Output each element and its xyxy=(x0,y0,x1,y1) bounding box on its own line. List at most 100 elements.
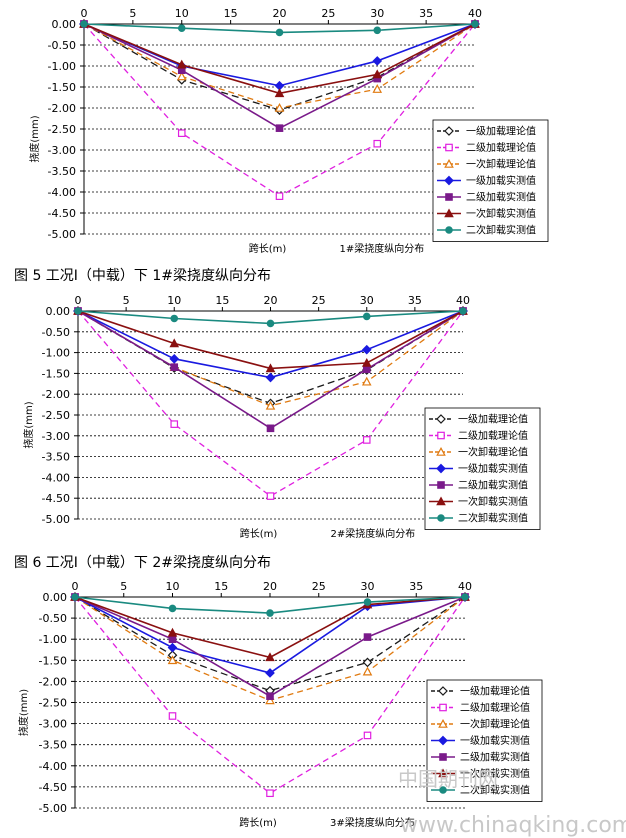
x-axis-label: 跨长(m) xyxy=(240,528,278,540)
legend-entry: 一级加载实测值 xyxy=(466,174,536,187)
legend-entry: 二级加载理论值 xyxy=(466,141,536,154)
data-point xyxy=(274,102,285,112)
legend-entry: 一次卸载理论值 xyxy=(460,718,530,731)
data-point xyxy=(74,307,82,315)
legend-entry: 一次卸载实测值 xyxy=(458,495,528,508)
y-tick-label: -3.50 xyxy=(48,165,76,178)
y-tick-label: -4.50 xyxy=(42,492,70,505)
y-tick-label: -4.00 xyxy=(39,760,67,773)
legend: 一级加载理论值二级加载理论值一次卸载理论值一级加载实测值二级加载实测值一次卸载实… xyxy=(432,119,549,242)
x-tick-label: 5 xyxy=(129,7,136,20)
data-point xyxy=(170,363,179,371)
data-point xyxy=(265,695,275,705)
data-point xyxy=(80,20,88,28)
y-tick-label: -1.00 xyxy=(48,60,76,73)
y-tick-label: -3.50 xyxy=(42,451,70,464)
x-axis-label: 跨长(m) xyxy=(249,243,287,255)
legend-marker xyxy=(438,686,448,696)
x-tick-label: 20 xyxy=(264,294,278,307)
legend-entry: 一级加载理论值 xyxy=(466,125,536,138)
series-line xyxy=(74,596,466,795)
legend-entry: 一级加载实测值 xyxy=(460,734,530,747)
data-point xyxy=(167,627,178,637)
legend-marker xyxy=(439,786,447,794)
x-tick-label: 35 xyxy=(408,294,422,307)
y-tick-label: -2.50 xyxy=(39,697,67,710)
legend-marker xyxy=(437,514,445,522)
legend-marker xyxy=(445,143,453,152)
x-axis-label: 跨长(m) xyxy=(239,817,277,829)
y-tick-label: -2.00 xyxy=(42,388,70,401)
legend-entry: 一次卸载实测值 xyxy=(466,207,536,220)
charts-layer: 0.00 -0.50 -1.00 -1.50 -2.00 -2.50 -3.00 -3.50 -… xyxy=(17,7,549,829)
data-point xyxy=(168,635,177,644)
y-tick-label: -4.00 xyxy=(48,186,76,199)
data-point xyxy=(167,642,178,653)
y-tick-label: 0.00 xyxy=(46,305,71,318)
y-tick-label: -5.00 xyxy=(42,513,70,526)
x-tick-label: 25 xyxy=(312,294,326,307)
data-point xyxy=(176,59,187,69)
data-point xyxy=(177,129,186,138)
y-axis-label: 挠度(mm) xyxy=(28,115,41,162)
series-line xyxy=(74,596,466,674)
y-tick-label: -3.50 xyxy=(39,739,67,752)
legend-entry: 一次卸载理论值 xyxy=(458,446,528,459)
y-tick-label: -1.00 xyxy=(39,633,67,646)
legend-marker xyxy=(438,768,448,778)
chart-2: 0.00 -0.50 -1.00 -1.50 -2.00 -2.50 -3.00 -3.50 -… xyxy=(22,294,541,540)
legend-marker xyxy=(444,126,454,136)
data-point xyxy=(459,307,467,315)
y-tick-label: -1.50 xyxy=(48,81,76,94)
data-point xyxy=(362,365,371,374)
data-point xyxy=(372,84,383,93)
y-tick-label: -5.00 xyxy=(48,228,76,241)
y-tick-label: -0.50 xyxy=(48,39,76,52)
x-tick-label: 25 xyxy=(321,7,335,20)
y-tick-label: 0.00 xyxy=(43,591,68,604)
data-point xyxy=(266,424,275,433)
legend-marker xyxy=(439,703,447,712)
series-line xyxy=(83,23,476,111)
y-tick-label: -1.50 xyxy=(39,654,67,667)
data-point xyxy=(363,731,372,740)
series-line xyxy=(77,310,464,497)
x-tick-label: 15 xyxy=(214,580,228,593)
y-tick-label: 0.00 xyxy=(52,18,77,31)
x-tick-label: 5 xyxy=(123,294,130,307)
data-point xyxy=(275,124,284,132)
data-point xyxy=(266,609,274,617)
data-point xyxy=(362,657,373,668)
data-point xyxy=(373,139,382,148)
x-tick-label: 10 xyxy=(175,7,189,20)
figure-caption-6: 图 6 工况Ⅰ（中载）下 2#梁挠度纵向分布 xyxy=(14,555,271,571)
legend-marker xyxy=(437,481,445,489)
series-line xyxy=(74,596,466,692)
data-point xyxy=(372,56,383,66)
legend-marker xyxy=(436,446,446,456)
x-tick-label: 25 xyxy=(312,580,326,593)
x-tick-label: 10 xyxy=(167,294,181,307)
x-tick-label: 20 xyxy=(273,7,287,20)
x-tick-label: 0 xyxy=(81,7,88,20)
legend-marker xyxy=(436,463,446,474)
data-point xyxy=(265,668,275,678)
y-axis-label: 挠度(mm) xyxy=(22,401,35,448)
legend-entry: 一次卸载理论值 xyxy=(466,158,536,171)
legend-marker xyxy=(445,193,453,201)
legend-entry: 二级加载理论值 xyxy=(460,701,530,714)
data-point xyxy=(471,20,479,28)
y-tick-label: -4.50 xyxy=(39,781,67,794)
data-point xyxy=(265,652,275,662)
x-tick-label: 15 xyxy=(215,294,229,307)
legend: 一级加载理论值二级加载理论值一次卸载理论值一级加载实测值二级加载实测值一次卸载实… xyxy=(426,679,543,802)
legend-entry: 二次卸载实测值 xyxy=(460,784,530,797)
data-point xyxy=(275,28,284,37)
y-tick-label: -1.50 xyxy=(42,367,70,380)
data-point xyxy=(266,492,275,500)
data-point xyxy=(361,376,372,386)
data-point xyxy=(167,655,178,665)
x-tick-label: 35 xyxy=(409,580,423,593)
data-point xyxy=(266,319,275,328)
data-point xyxy=(461,593,469,601)
